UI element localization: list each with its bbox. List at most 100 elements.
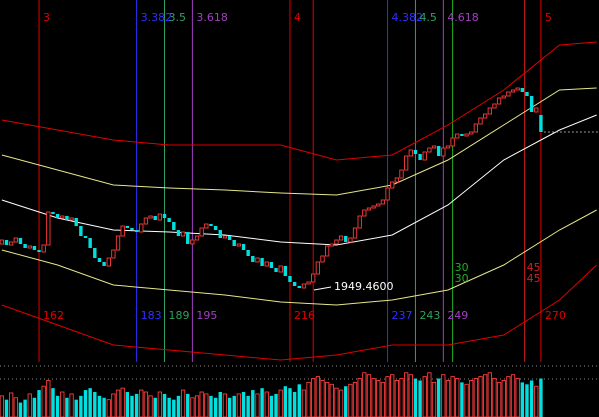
candle bbox=[362, 209, 367, 217]
candle bbox=[306, 281, 311, 285]
volume-bar bbox=[241, 392, 246, 417]
volume-bar bbox=[190, 397, 195, 417]
volume-bar bbox=[324, 381, 330, 417]
volume-bar bbox=[431, 381, 437, 417]
candle bbox=[97, 258, 102, 262]
volume-bar bbox=[301, 389, 307, 417]
volume-bar bbox=[111, 393, 116, 417]
candle bbox=[148, 215, 153, 219]
candle bbox=[496, 97, 502, 105]
candle bbox=[222, 235, 228, 239]
candle bbox=[399, 169, 404, 179]
volume-bar bbox=[199, 391, 204, 417]
volume-bar bbox=[204, 393, 209, 417]
candle bbox=[371, 205, 376, 209]
volume-bar bbox=[288, 388, 292, 417]
volume-bar bbox=[385, 376, 390, 417]
period-label: 30 bbox=[455, 272, 469, 285]
volume-bar bbox=[60, 391, 65, 417]
volume-bar bbox=[176, 395, 181, 417]
ratio-label: 3.382 bbox=[141, 11, 173, 24]
candle bbox=[344, 236, 348, 242]
volume-bar bbox=[232, 395, 236, 417]
candle bbox=[32, 246, 37, 250]
volume-bar bbox=[274, 393, 278, 417]
volume-bar bbox=[529, 380, 534, 417]
volume-bar bbox=[37, 390, 41, 417]
volume-bar bbox=[478, 376, 483, 417]
candle bbox=[218, 230, 222, 238]
candle bbox=[288, 276, 292, 282]
volume-bar bbox=[88, 388, 92, 417]
period-label: 45 bbox=[527, 261, 541, 274]
volume-bar bbox=[482, 374, 488, 417]
volume-bar bbox=[74, 399, 78, 417]
candle bbox=[186, 232, 190, 244]
candle bbox=[88, 238, 92, 248]
count-label: 216 bbox=[294, 309, 315, 322]
volume-bar bbox=[209, 395, 213, 417]
volume-bar bbox=[473, 378, 479, 417]
candle bbox=[292, 282, 297, 286]
volume-bar bbox=[79, 395, 83, 417]
volume-bar bbox=[13, 397, 18, 417]
candle bbox=[413, 150, 418, 154]
candle bbox=[232, 240, 236, 246]
candle bbox=[460, 134, 464, 136]
volume-bar bbox=[297, 384, 301, 417]
candle bbox=[320, 255, 325, 263]
volume-bar bbox=[102, 397, 106, 417]
candle bbox=[74, 218, 78, 226]
candle bbox=[297, 286, 301, 288]
volume-bar bbox=[83, 390, 88, 417]
candle bbox=[394, 177, 400, 183]
volume-bar bbox=[264, 391, 269, 417]
volume-bar bbox=[41, 385, 46, 417]
candle bbox=[390, 181, 395, 189]
candle bbox=[23, 244, 27, 248]
volume-bar bbox=[501, 380, 506, 417]
candle bbox=[209, 224, 213, 226]
volume-bar bbox=[69, 393, 74, 417]
volume-bar bbox=[496, 381, 502, 417]
volume-bar bbox=[403, 372, 409, 417]
candle bbox=[311, 273, 316, 283]
candle bbox=[464, 133, 469, 137]
volume-bar bbox=[348, 383, 353, 417]
candle bbox=[534, 107, 539, 113]
candle bbox=[111, 249, 116, 259]
candle bbox=[37, 250, 41, 252]
volume-bar bbox=[97, 395, 102, 417]
candle bbox=[255, 257, 260, 263]
volume-bar bbox=[115, 389, 121, 417]
volume-bar bbox=[236, 393, 242, 417]
candle bbox=[153, 216, 157, 220]
candle bbox=[283, 266, 288, 276]
candle bbox=[427, 147, 432, 153]
candle bbox=[46, 211, 51, 246]
candle bbox=[194, 235, 200, 241]
ratio-label: 3.5 bbox=[169, 11, 187, 24]
volume-bar bbox=[194, 395, 200, 417]
volume-bar bbox=[172, 399, 176, 417]
volume-bar bbox=[515, 378, 520, 417]
period-label: 30 bbox=[455, 261, 469, 274]
volume-bar bbox=[46, 380, 51, 417]
volume-bar bbox=[93, 392, 97, 417]
count-label: 237 bbox=[392, 309, 413, 322]
candle bbox=[190, 239, 195, 245]
volume-bar bbox=[450, 376, 455, 417]
volume-bar bbox=[9, 392, 14, 417]
candle bbox=[162, 214, 167, 218]
volume-bar bbox=[278, 389, 283, 417]
count-label: 189 bbox=[169, 309, 190, 322]
volume-bar bbox=[315, 376, 321, 417]
annotation: 1949.4600 bbox=[334, 280, 394, 293]
volume-bar bbox=[222, 393, 228, 417]
volume-bar bbox=[455, 378, 460, 417]
volume-bar bbox=[427, 372, 432, 417]
volume-bar bbox=[338, 389, 344, 417]
candle bbox=[27, 245, 32, 249]
candle bbox=[60, 215, 65, 219]
candle bbox=[482, 113, 488, 119]
